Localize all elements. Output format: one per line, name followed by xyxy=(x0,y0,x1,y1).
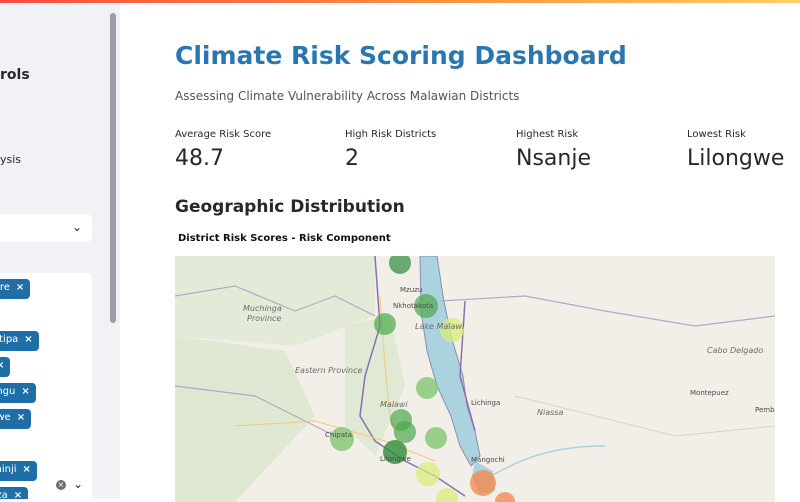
district-marker xyxy=(495,492,515,502)
close-icon[interactable]: × xyxy=(22,464,31,475)
tag-label: hitipa xyxy=(0,334,19,345)
metric-label: Average Risk Score xyxy=(175,129,272,140)
district-marker xyxy=(416,462,440,486)
main-content: Climate Risk Scoring Dashboard Assessing… xyxy=(120,3,800,502)
district-tag[interactable]: gwe × xyxy=(0,409,32,429)
risk-map[interactable]: Muchinga Province Eastern Province Malaw… xyxy=(175,256,775,502)
metric-value: 2 xyxy=(345,146,359,171)
map-city-nkhotakota: Nkhotakota xyxy=(393,302,434,310)
district-marker xyxy=(416,377,438,399)
chevron-down-icon: ⌄ xyxy=(71,220,82,234)
map-label-eastern: Eastern Province xyxy=(295,366,363,375)
map-label-niassa: Niassa xyxy=(537,408,564,417)
map-label-cabo-delgado: Cabo Delgado xyxy=(707,346,764,355)
district-marker xyxy=(374,313,396,335)
district-marker xyxy=(470,470,496,496)
district-tag[interactable]: ungu × xyxy=(0,383,36,403)
district-marker xyxy=(330,427,354,451)
close-icon[interactable]: × xyxy=(21,386,30,397)
close-icon[interactable]: × xyxy=(24,334,33,345)
close-icon[interactable]: × xyxy=(15,282,25,293)
metric-average-risk: Average Risk Score 48.7 xyxy=(175,129,271,171)
district-tag[interactable]: × xyxy=(0,357,11,377)
map-title: District Risk Scores - Risk Component xyxy=(178,233,391,244)
map-city-mangochi: Mangochi xyxy=(471,456,505,464)
clear-all-icon[interactable]: × xyxy=(56,480,66,490)
district-tag[interactable]: tyre × xyxy=(0,279,31,299)
district-marker xyxy=(389,256,411,274)
metric-high-risk-districts: High Risk Districts 2 xyxy=(345,129,436,171)
district-marker xyxy=(383,440,407,464)
map-city-chipata: Chipata xyxy=(325,431,353,439)
metric-label: Highest Risk xyxy=(516,129,579,140)
tag-label: tyre xyxy=(0,282,10,293)
district-marker xyxy=(414,294,438,318)
top-decoration-bar xyxy=(0,0,800,3)
district-marker xyxy=(440,318,464,342)
tag-label: nza xyxy=(0,490,8,499)
map-label-lake-malawi: Lake Malawi xyxy=(415,322,465,331)
page-subtitle: Assessing Climate Vulnerability Across M… xyxy=(175,89,520,103)
map-canvas xyxy=(175,256,775,502)
district-tag[interactable]: nza × xyxy=(0,487,29,499)
district-marker xyxy=(436,488,458,502)
district-tag[interactable]: chinji × xyxy=(0,461,37,481)
sidebar: rols ysis ⌄ tyre × hitipa × × ungu × gwe × c… xyxy=(0,3,120,499)
map-label-muchinga: Muchinga xyxy=(243,304,282,313)
tag-label: chinji xyxy=(0,464,17,475)
chevron-down-icon[interactable]: ⌄ xyxy=(73,477,84,491)
section-title: Geographic Distribution xyxy=(175,197,405,217)
map-city-lilongwe: Lilongwe xyxy=(380,455,411,463)
close-icon[interactable]: × xyxy=(16,412,26,423)
tag-label: gwe xyxy=(0,412,11,423)
close-icon[interactable]: × xyxy=(0,360,5,371)
map-city-montepuez: Montepuez xyxy=(690,389,729,397)
metric-lowest-risk: Lowest Risk Lilongwe xyxy=(687,129,784,171)
metric-value: 48.7 xyxy=(175,146,224,171)
sidebar-select[interactable]: ⌄ xyxy=(0,214,92,242)
metric-label: High Risk Districts xyxy=(345,129,437,140)
tag-label: ungu xyxy=(0,386,16,397)
district-marker xyxy=(425,427,447,449)
metric-highest-risk: Highest Risk Nsanje xyxy=(516,129,591,171)
sidebar-title: rols xyxy=(0,67,30,83)
sidebar-scrollbar[interactable] xyxy=(110,13,116,323)
close-icon[interactable]: × xyxy=(13,490,23,499)
district-tag[interactable]: hitipa × xyxy=(0,331,39,351)
page-title: Climate Risk Scoring Dashboard xyxy=(175,41,627,70)
sidebar-analysis-option[interactable]: ysis xyxy=(0,153,22,166)
metric-label: Lowest Risk xyxy=(687,129,746,140)
map-city-mzuzu: Mzuzu xyxy=(400,286,423,294)
metric-value: Lilongwe xyxy=(687,146,785,171)
map-label-malawi: Malawi xyxy=(380,400,408,409)
map-city-pemba: Pemba xyxy=(755,406,775,414)
district-multiselect[interactable]: tyre × hitipa × × ungu × gwe × chinji × nza × xyxy=(0,273,92,499)
map-city-lichinga: Lichinga xyxy=(471,399,501,407)
map-label-province: Province xyxy=(247,314,282,323)
district-marker xyxy=(394,421,416,443)
metric-value: Nsanje xyxy=(516,146,591,171)
